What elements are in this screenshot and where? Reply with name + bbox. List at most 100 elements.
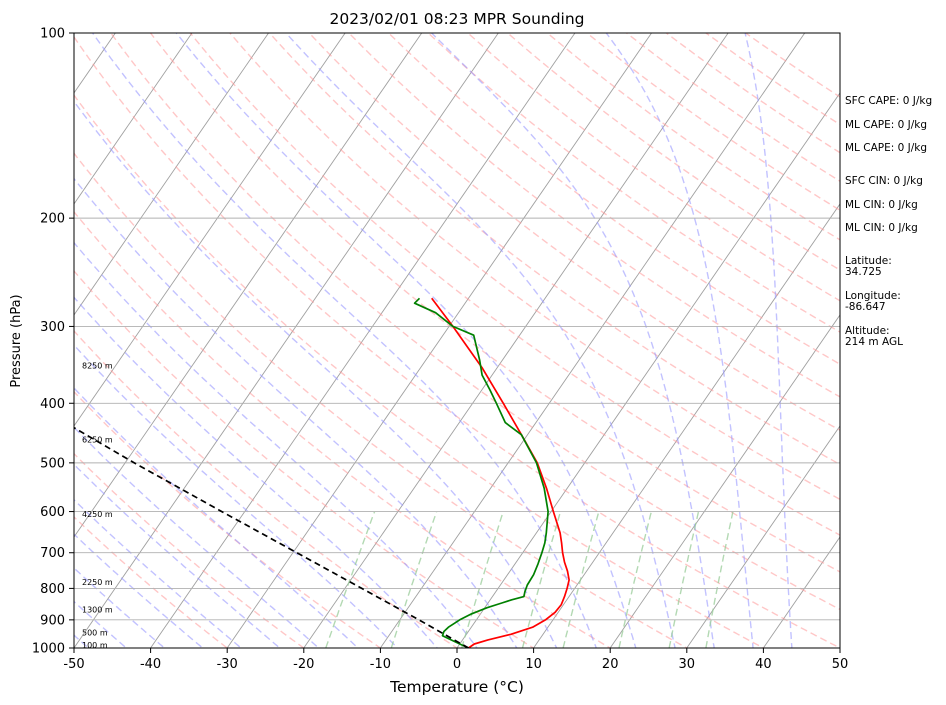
dry-adiabat-line [347, 33, 840, 398]
x-tick-label: 30 [679, 657, 696, 672]
dry-adiabat-line [74, 35, 840, 648]
isotherm-line [379, 33, 806, 648]
profile-series [74, 297, 570, 648]
chart-title: 2023/02/01 08:23 MPR Sounding [329, 10, 584, 28]
isotherm-line [609, 314, 840, 648]
y-tick-label: 1000 [32, 642, 65, 657]
x-tick-label: -50 [63, 657, 84, 672]
isotherm-line [533, 203, 840, 648]
moist-adiabat-line [744, 33, 793, 648]
dry-adiabat-line [387, 33, 840, 366]
height-label: 100 m [82, 641, 108, 650]
altitude-label: Altitude: [845, 325, 890, 337]
moist-adiabat-line [74, 241, 478, 648]
sfc-cape-text: SFC CAPE: 0 J/kg [845, 95, 932, 107]
y-tick-label: 600 [40, 505, 65, 520]
isotherm-line [226, 33, 653, 648]
isotherm-line [762, 536, 840, 648]
mixing-ratio-line [461, 511, 504, 648]
temperature-line [431, 297, 570, 648]
mixing-ratio-line [390, 511, 438, 648]
height-label: 8250 m [82, 361, 113, 370]
side-panel: SFC CAPE: 0 J/kg ML CAPE: 0 J/kg ML CAPE… [845, 95, 932, 348]
moist-adiabat-line [74, 344, 399, 648]
dry-adiabat-line [74, 515, 229, 648]
moist-adiabat-line [605, 33, 754, 648]
y-tick-label: 700 [40, 546, 65, 561]
moist-adiabat-line [74, 533, 204, 648]
isotherm-line [74, 33, 193, 205]
dry-adiabat-line [74, 210, 612, 648]
isotherm-line [74, 33, 499, 648]
y-tick-label: 200 [40, 212, 65, 227]
x-tick-label: -30 [217, 657, 238, 672]
x-axis-label: Temperature (°C) [389, 678, 524, 696]
y-tick-label: 400 [40, 397, 65, 412]
moist-adiabat-line [74, 177, 518, 648]
isotherm-line [74, 33, 346, 427]
moist-adiabat-line [431, 33, 715, 648]
moist-adiabat-line [92, 33, 598, 648]
moist-adiabat-line [74, 100, 558, 648]
moist-adiabat-line [285, 33, 676, 648]
y-tick-label: 100 [40, 27, 65, 42]
ml-cape-text-2: ML CAPE: 0 J/kg [845, 142, 927, 154]
dry-adiabat-line [74, 390, 382, 648]
moist-adiabat-line [74, 567, 166, 648]
latitude-value: 34.725 [845, 266, 882, 278]
x-tick-label: -20 [293, 657, 314, 672]
height-label: 500 m [82, 628, 108, 637]
x-tick-label: -10 [370, 657, 391, 672]
dry-adiabat-line [74, 329, 459, 648]
dry-adiabat-line [74, 152, 689, 648]
moist-adiabat-line [74, 426, 320, 648]
y-tick-label: 800 [40, 582, 65, 597]
isotherm-line [686, 425, 840, 648]
ml-cin-text: ML CIN: 0 J/kg [845, 199, 918, 211]
x-tick-label: 0 [453, 657, 461, 672]
height-label: 6250 m [82, 435, 113, 444]
dry-adiabat-line [74, 94, 765, 648]
latitude-label: Latitude: [845, 255, 892, 267]
moist-adiabat-line [74, 386, 359, 648]
sfc-cin-text: SFC CIN: 0 J/kg [845, 175, 923, 187]
x-tick-label: -40 [140, 657, 161, 672]
y-axis-ticks: 1000 900 800 700 600 500 400 300 200 100 [32, 27, 74, 657]
y-tick-label: 900 [40, 613, 65, 628]
dry-adiabat-line [228, 33, 840, 501]
dewpoint-line [413, 297, 549, 648]
dry-adiabat-line [466, 33, 840, 302]
moist-adiabat-line [175, 33, 637, 648]
isotherm-line [456, 92, 840, 648]
height-label: 2250 m [82, 578, 113, 587]
moist-adiabat-line [74, 296, 439, 648]
background-lines [74, 33, 840, 648]
longitude-label: Longitude: [845, 290, 901, 302]
x-tick-label: 40 [755, 657, 772, 672]
x-tick-label: 50 [832, 657, 849, 672]
ml-cape-text: ML CAPE: 0 J/kg [845, 119, 927, 131]
y-tick-label: 300 [40, 320, 65, 335]
isotherm-line [74, 33, 423, 538]
longitude-value: -86.647 [845, 301, 886, 313]
x-tick-label: 20 [602, 657, 619, 672]
ml-cin-text-2: ML CIN: 0 J/kg [845, 222, 918, 234]
mixing-ratio-line [325, 511, 376, 648]
dry-adiabat-line [74, 269, 535, 648]
pressure-grid [74, 33, 840, 648]
isotherm-line [303, 33, 729, 648]
height-label: 4250 m [82, 510, 113, 519]
dry-adiabat-line [427, 33, 840, 333]
height-labels: 100 m 500 m 1300 m 2250 m 4250 m 6250 m 8250 m [82, 361, 113, 650]
x-axis-ticks: -50 -40 -30 -20 -10 0 10 20 30 40 50 [63, 648, 848, 672]
isotherm-line [74, 33, 270, 316]
dry-adiabat-line [74, 452, 305, 648]
y-tick-label: 500 [40, 456, 65, 471]
isotherm-line [150, 33, 576, 648]
height-label: 1300 m [82, 605, 113, 614]
x-tick-label: 10 [525, 657, 542, 672]
y-axis-label: Pressure (hPa) [9, 294, 24, 387]
moist-adiabat-line [74, 463, 281, 648]
moist-adiabat-line [74, 600, 128, 648]
